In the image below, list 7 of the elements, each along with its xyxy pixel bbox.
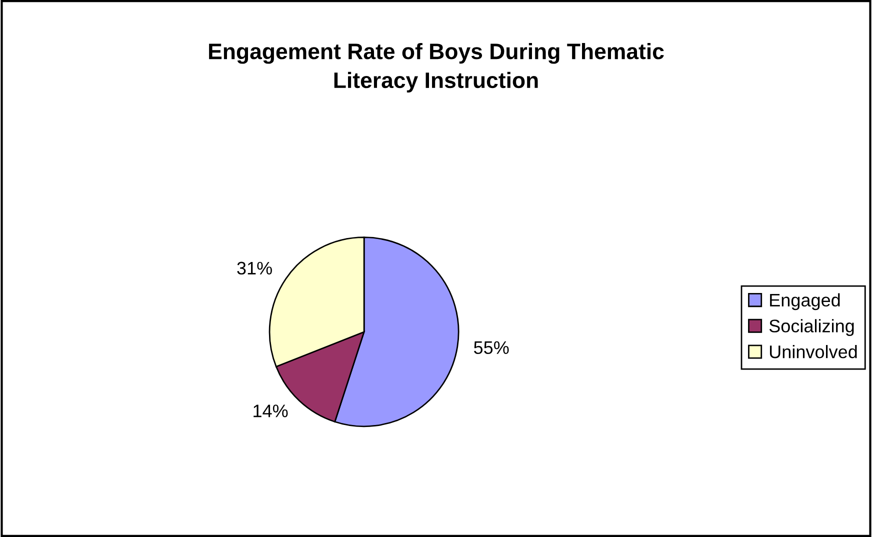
legend-label: Socializing [769,319,854,336]
legend-label: Engaged [770,293,840,310]
data-label: 31% [237,262,272,275]
chart-title: Engagement Rate of Boys During Thematic Literacy Instruction [209,42,664,93]
data-label: 14% [254,404,288,418]
legend-label: Uninvolved [770,345,857,358]
data-label: 55% [474,341,509,354]
